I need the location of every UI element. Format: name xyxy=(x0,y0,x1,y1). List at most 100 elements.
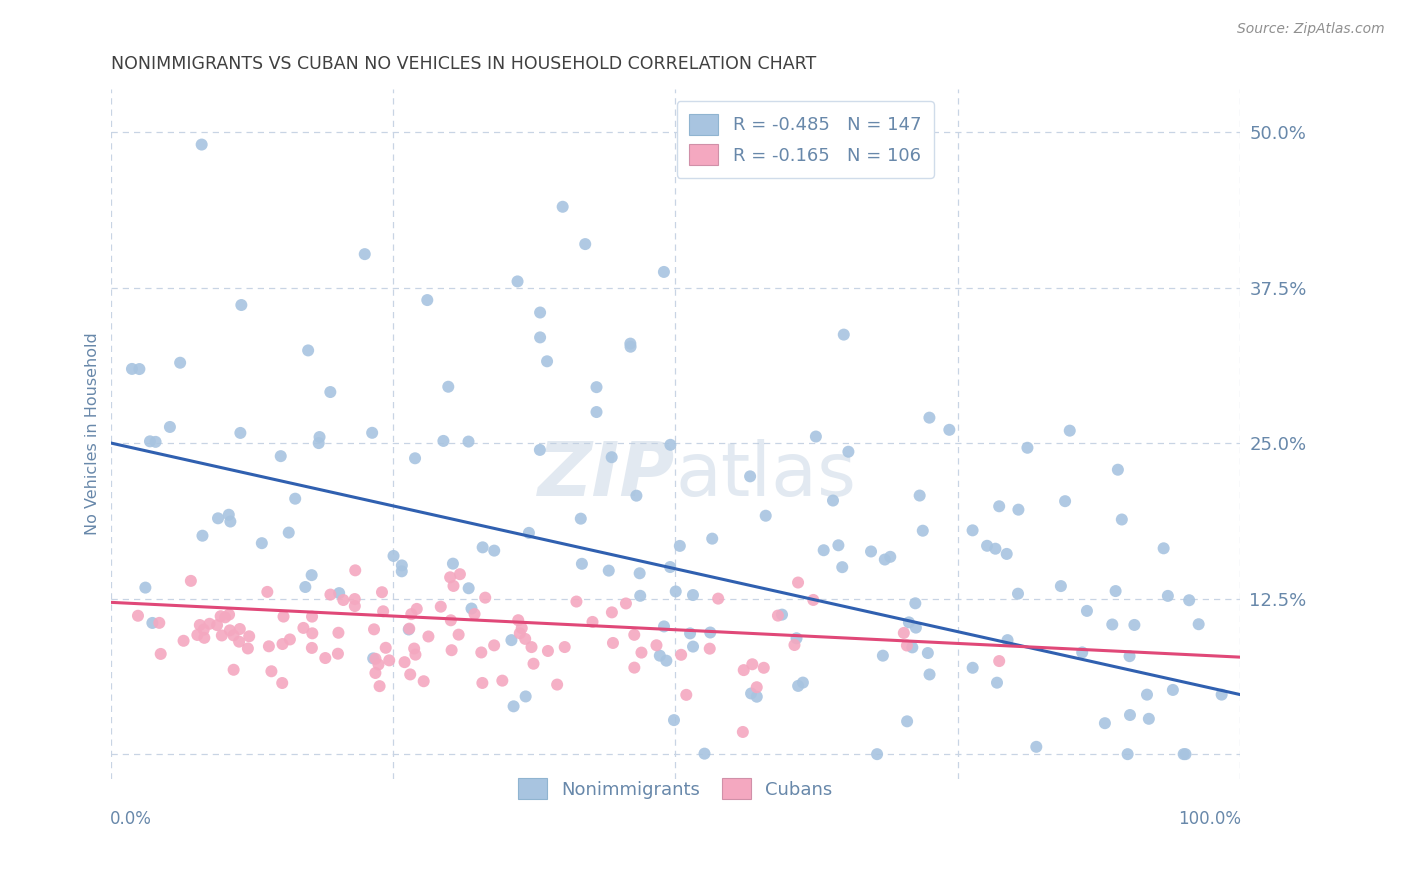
Point xyxy=(662,713,685,727)
Point xyxy=(229,622,252,636)
Point xyxy=(897,615,920,630)
Point xyxy=(416,293,439,307)
Point xyxy=(509,626,531,640)
Point xyxy=(984,541,1007,556)
Point xyxy=(391,558,413,573)
Point xyxy=(260,665,283,679)
Point xyxy=(537,644,560,658)
Point xyxy=(693,747,716,761)
Point xyxy=(319,385,342,400)
Point xyxy=(1153,541,1175,556)
Point xyxy=(536,354,558,368)
Point xyxy=(257,640,280,654)
Point xyxy=(173,633,195,648)
Point xyxy=(1107,463,1129,477)
Point xyxy=(669,648,692,662)
Y-axis label: No Vehicles in Household: No Vehicles in Household xyxy=(86,333,100,535)
Point xyxy=(901,640,924,655)
Point xyxy=(918,410,941,425)
Point xyxy=(238,629,260,643)
Point xyxy=(256,585,278,599)
Point xyxy=(332,593,354,607)
Point xyxy=(502,699,524,714)
Point xyxy=(837,444,859,458)
Point xyxy=(447,627,470,641)
Point xyxy=(273,609,295,624)
Point xyxy=(353,247,375,261)
Point xyxy=(1137,712,1160,726)
Point xyxy=(551,200,574,214)
Point xyxy=(470,645,492,659)
Point xyxy=(441,557,464,571)
Point xyxy=(896,714,918,729)
Point xyxy=(614,597,637,611)
Point xyxy=(404,451,426,466)
Point xyxy=(893,626,915,640)
Point xyxy=(491,673,513,688)
Point xyxy=(1094,716,1116,731)
Point xyxy=(440,613,463,627)
Point xyxy=(529,442,551,457)
Point xyxy=(437,380,460,394)
Point xyxy=(908,489,931,503)
Point xyxy=(284,491,307,506)
Point xyxy=(669,539,692,553)
Point xyxy=(682,640,704,654)
Point xyxy=(301,640,323,655)
Point xyxy=(128,362,150,376)
Point xyxy=(1136,688,1159,702)
Point xyxy=(319,588,342,602)
Point xyxy=(364,652,387,666)
Point xyxy=(1116,747,1139,761)
Point xyxy=(1174,747,1197,761)
Point xyxy=(619,336,641,351)
Point xyxy=(1118,649,1140,664)
Point xyxy=(169,356,191,370)
Point xyxy=(962,661,984,675)
Point xyxy=(121,362,143,376)
Point xyxy=(270,449,292,463)
Point xyxy=(626,489,648,503)
Point xyxy=(412,674,434,689)
Point xyxy=(1161,682,1184,697)
Point xyxy=(1076,604,1098,618)
Point xyxy=(198,616,221,631)
Point xyxy=(399,667,422,681)
Text: 0.0%: 0.0% xyxy=(110,810,152,828)
Point xyxy=(374,640,396,655)
Point xyxy=(652,265,675,279)
Point xyxy=(219,515,242,529)
Point xyxy=(1211,688,1233,702)
Point xyxy=(186,628,208,642)
Point xyxy=(371,585,394,599)
Point xyxy=(429,599,451,614)
Point xyxy=(218,508,240,522)
Point xyxy=(314,651,336,665)
Point xyxy=(988,500,1011,514)
Point xyxy=(229,425,252,440)
Point xyxy=(872,648,894,663)
Point xyxy=(418,630,440,644)
Text: ZIP: ZIP xyxy=(538,439,675,512)
Point xyxy=(628,566,651,581)
Point xyxy=(148,615,170,630)
Point xyxy=(873,552,896,566)
Point xyxy=(827,538,849,552)
Point xyxy=(278,632,301,647)
Point xyxy=(271,637,294,651)
Point xyxy=(471,541,494,555)
Point xyxy=(361,651,384,665)
Point xyxy=(1188,617,1211,632)
Point xyxy=(598,564,620,578)
Point xyxy=(1071,645,1094,659)
Point xyxy=(546,677,568,691)
Point xyxy=(619,340,641,354)
Point xyxy=(193,623,215,637)
Point xyxy=(770,607,793,622)
Point xyxy=(745,680,768,694)
Point xyxy=(962,524,984,538)
Point xyxy=(301,626,323,640)
Point xyxy=(655,654,678,668)
Point xyxy=(918,667,941,681)
Point xyxy=(373,604,395,618)
